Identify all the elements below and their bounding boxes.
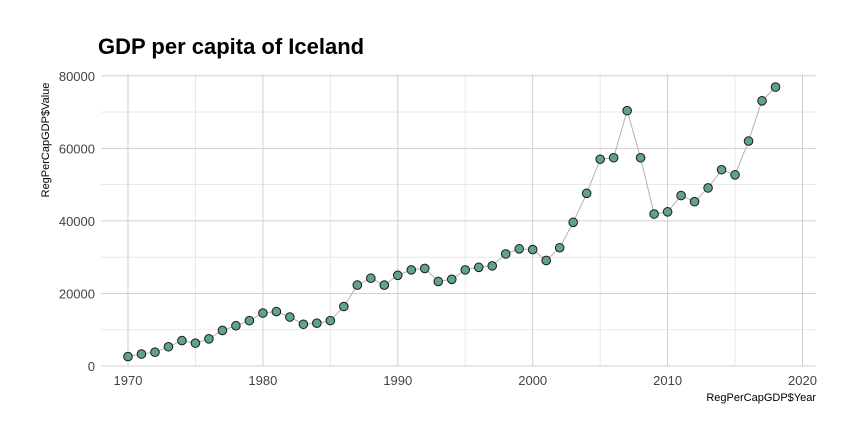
x-tick-label: 1970	[114, 373, 143, 388]
data-point	[743, 136, 754, 146]
data-point	[622, 105, 632, 116]
data-point	[339, 301, 349, 312]
x-tick-label: 2010	[653, 373, 682, 388]
data-point	[204, 333, 214, 344]
data-point	[298, 319, 309, 330]
y-tick-labels: 0 20000 40000 60000 80000	[59, 69, 95, 374]
y-tick-label: 20000	[59, 286, 95, 301]
data-point	[554, 242, 565, 253]
y-tick-label: 80000	[59, 69, 95, 84]
series-connecting-line	[127, 86, 776, 358]
data-point	[716, 164, 727, 175]
data-point	[635, 152, 646, 163]
data-point	[258, 308, 268, 318]
data-point	[730, 170, 740, 180]
minor-gridlines	[101, 74, 816, 366]
data-point	[608, 152, 619, 163]
data-point	[325, 315, 336, 326]
series-line	[127, 86, 776, 358]
x-tick-label: 2000	[518, 373, 547, 388]
x-tick-labels: 1970 1980 1990 2000 2010 2020	[114, 373, 817, 388]
data-point	[500, 249, 511, 259]
y-tick-label: 40000	[59, 214, 95, 229]
data-point	[689, 196, 700, 207]
data-point	[595, 154, 605, 165]
data-point	[473, 262, 484, 273]
data-point	[433, 276, 444, 287]
data-point	[757, 96, 767, 106]
y-tick-label: 60000	[59, 141, 95, 156]
data-point	[568, 217, 578, 228]
data-point	[541, 255, 551, 266]
data-point	[460, 265, 471, 275]
data-point	[419, 263, 430, 274]
data-point	[244, 315, 255, 326]
data-point	[150, 347, 160, 358]
major-gridlines	[101, 74, 816, 367]
data-point	[676, 190, 686, 201]
x-tick-label: 1990	[383, 373, 412, 388]
data-point	[136, 349, 147, 359]
data-point	[406, 265, 417, 275]
data-point	[177, 335, 187, 346]
x-tick-label: 1980	[248, 373, 277, 388]
data-point	[366, 273, 376, 284]
series-points	[123, 82, 781, 362]
data-point	[581, 188, 592, 199]
data-point	[190, 338, 201, 348]
y-tick-label: 0	[88, 359, 95, 374]
data-point	[379, 280, 390, 290]
y-axis-title: RegPerCapGDP$Value	[40, 83, 52, 198]
data-point	[312, 318, 322, 328]
data-point	[527, 244, 538, 255]
data-point	[662, 207, 673, 217]
data-point	[352, 280, 363, 290]
data-point	[231, 320, 241, 331]
data-point	[770, 82, 781, 92]
x-axis-title: RegPerCapGDP$Year	[706, 392, 816, 404]
data-point	[285, 312, 295, 322]
x-tick-label: 2020	[788, 373, 817, 388]
data-point	[514, 244, 525, 254]
data-point	[271, 306, 282, 317]
data-point	[649, 209, 659, 219]
data-point	[446, 274, 457, 285]
data-point	[392, 270, 403, 281]
data-point	[163, 341, 174, 352]
data-point	[487, 261, 498, 271]
data-point	[123, 351, 133, 362]
data-point	[703, 183, 713, 193]
chart-title: GDP per capita of Iceland	[98, 34, 365, 59]
data-point	[217, 325, 228, 336]
